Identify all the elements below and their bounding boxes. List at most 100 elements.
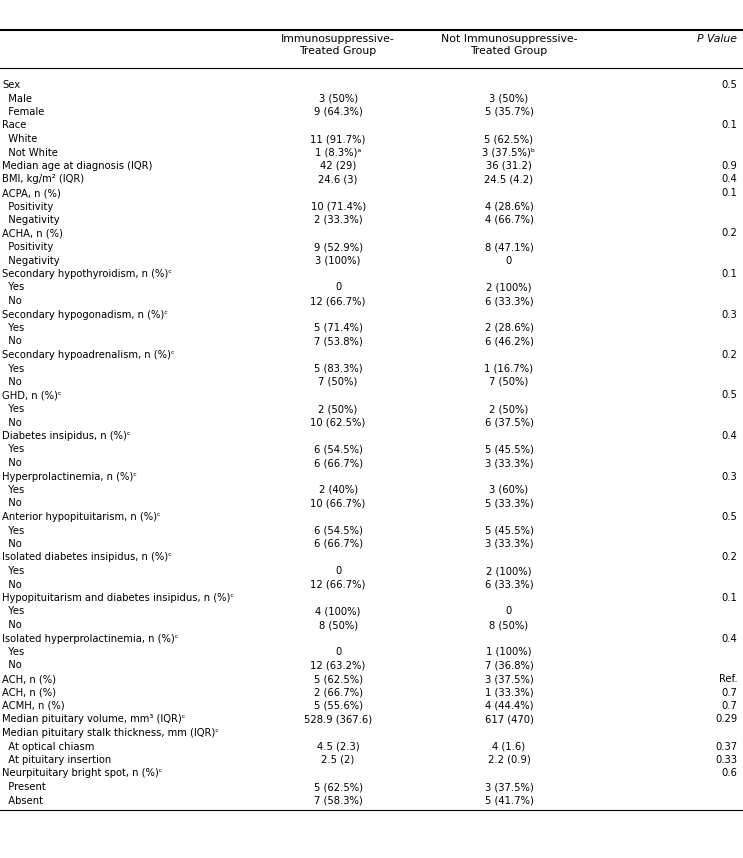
- Text: BMI, kg/m² (IQR): BMI, kg/m² (IQR): [2, 174, 84, 184]
- Text: 3 (100%): 3 (100%): [315, 256, 361, 265]
- Text: Hyperprolactinemia, n (%)ᶜ: Hyperprolactinemia, n (%)ᶜ: [2, 472, 137, 481]
- Text: 36 (31.2): 36 (31.2): [486, 161, 532, 171]
- Text: Not Immunosuppressive-
Treated Group: Not Immunosuppressive- Treated Group: [441, 34, 577, 56]
- Text: 2 (33.3%): 2 (33.3%): [314, 215, 363, 225]
- Text: 6 (54.5%): 6 (54.5%): [314, 444, 363, 455]
- Text: 0: 0: [506, 607, 512, 617]
- Text: Yes: Yes: [2, 323, 25, 333]
- Text: 0.4: 0.4: [721, 431, 737, 441]
- Text: 4 (1.6): 4 (1.6): [493, 741, 525, 752]
- Text: 0.7: 0.7: [721, 687, 737, 698]
- Text: Secondary hypothyroidism, n (%)ᶜ: Secondary hypothyroidism, n (%)ᶜ: [2, 269, 172, 279]
- Text: P Value: P Value: [697, 34, 737, 44]
- Text: Isolated hyperprolactinemia, n (%)ᶜ: Isolated hyperprolactinemia, n (%)ᶜ: [2, 633, 178, 644]
- Text: 1 (100%): 1 (100%): [486, 647, 532, 657]
- Text: White: White: [2, 134, 37, 144]
- Text: Race: Race: [2, 120, 26, 130]
- Text: 6 (66.7%): 6 (66.7%): [314, 458, 363, 468]
- Text: 0.3: 0.3: [721, 310, 737, 319]
- Text: At optical chiasm: At optical chiasm: [2, 741, 94, 752]
- Text: Median age at diagnosis (IQR): Median age at diagnosis (IQR): [2, 161, 152, 171]
- Text: 5 (55.6%): 5 (55.6%): [314, 701, 363, 711]
- Text: No: No: [2, 579, 22, 589]
- Text: 3 (37.5%)ᵇ: 3 (37.5%)ᵇ: [482, 148, 536, 158]
- Text: Negativity: Negativity: [2, 215, 59, 225]
- Text: Positivity: Positivity: [2, 202, 53, 212]
- Text: 4 (66.7%): 4 (66.7%): [484, 215, 533, 225]
- Text: 24.6 (3): 24.6 (3): [319, 174, 357, 184]
- Text: 10 (71.4%): 10 (71.4%): [311, 202, 366, 212]
- Text: No: No: [2, 539, 22, 549]
- Text: 0: 0: [335, 647, 341, 657]
- Text: Not White: Not White: [2, 148, 58, 158]
- Text: 1 (8.3%)ᵃ: 1 (8.3%)ᵃ: [315, 148, 361, 158]
- Text: 0: 0: [335, 566, 341, 576]
- Text: 6 (37.5%): 6 (37.5%): [484, 418, 533, 427]
- Text: Hypopituitarism and diabetes insipidus, n (%)ᶜ: Hypopituitarism and diabetes insipidus, …: [2, 593, 234, 603]
- Text: Median pituitary volume, mm³ (IQR)ᶜ: Median pituitary volume, mm³ (IQR)ᶜ: [2, 715, 186, 724]
- Text: 5 (41.7%): 5 (41.7%): [484, 795, 533, 806]
- Text: 0.29: 0.29: [715, 715, 737, 724]
- Text: 0.5: 0.5: [721, 80, 737, 90]
- Text: 12 (66.7%): 12 (66.7%): [311, 579, 366, 589]
- Text: 5 (45.5%): 5 (45.5%): [484, 444, 533, 455]
- Text: 0.37: 0.37: [716, 741, 737, 752]
- Text: Present: Present: [2, 782, 46, 792]
- Text: 7 (53.8%): 7 (53.8%): [314, 336, 363, 347]
- Text: 0.3: 0.3: [721, 472, 737, 481]
- Text: 1 (33.3%): 1 (33.3%): [484, 687, 533, 698]
- Text: 0.33: 0.33: [716, 755, 737, 765]
- Text: No: No: [2, 296, 22, 306]
- Text: 2.2 (0.9): 2.2 (0.9): [487, 755, 531, 765]
- Text: Diabetes insipidus, n (%)ᶜ: Diabetes insipidus, n (%)ᶜ: [2, 431, 131, 441]
- Text: 0: 0: [506, 256, 512, 265]
- Text: 7 (50%): 7 (50%): [319, 377, 357, 387]
- Text: No: No: [2, 661, 22, 670]
- Text: 2 (100%): 2 (100%): [486, 282, 532, 293]
- Text: 0.1: 0.1: [721, 188, 737, 198]
- Text: At pituitary insertion: At pituitary insertion: [2, 755, 111, 765]
- Text: 6 (66.7%): 6 (66.7%): [314, 539, 363, 549]
- Text: 7 (58.3%): 7 (58.3%): [314, 795, 363, 806]
- Text: Positivity: Positivity: [2, 242, 53, 252]
- Text: 8 (50%): 8 (50%): [319, 620, 357, 630]
- Text: Female: Female: [2, 107, 45, 117]
- Text: 9 (52.9%): 9 (52.9%): [314, 242, 363, 252]
- Text: 0.5: 0.5: [721, 512, 737, 522]
- Text: Yes: Yes: [2, 404, 25, 414]
- Text: 0: 0: [335, 282, 341, 293]
- Text: 12 (66.7%): 12 (66.7%): [311, 296, 366, 306]
- Text: 3 (33.3%): 3 (33.3%): [484, 458, 533, 468]
- Text: Secondary hypoadrenalism, n (%)ᶜ: Secondary hypoadrenalism, n (%)ᶜ: [2, 350, 175, 360]
- Text: Sex: Sex: [2, 80, 20, 90]
- Text: 11 (91.7%): 11 (91.7%): [311, 134, 366, 144]
- Text: Yes: Yes: [2, 444, 25, 455]
- Text: 3 (37.5%): 3 (37.5%): [484, 782, 533, 792]
- Text: Yes: Yes: [2, 607, 25, 617]
- Text: 6 (54.5%): 6 (54.5%): [314, 525, 363, 535]
- Text: 6 (33.3%): 6 (33.3%): [484, 579, 533, 589]
- Text: Yes: Yes: [2, 485, 25, 495]
- Text: No: No: [2, 377, 22, 387]
- Text: 6 (33.3%): 6 (33.3%): [484, 296, 533, 306]
- Text: 528.9 (367.6): 528.9 (367.6): [304, 715, 372, 724]
- Text: 5 (71.4%): 5 (71.4%): [314, 323, 363, 333]
- Text: ACHA, n (%): ACHA, n (%): [2, 228, 63, 239]
- Text: 5 (62.5%): 5 (62.5%): [314, 782, 363, 792]
- Text: 42 (29): 42 (29): [320, 161, 356, 171]
- Text: 0.2: 0.2: [721, 350, 737, 360]
- Text: No: No: [2, 458, 22, 468]
- Text: Yes: Yes: [2, 282, 25, 293]
- Text: 0.1: 0.1: [721, 593, 737, 603]
- Text: Immunosuppressive-
Treated Group: Immunosuppressive- Treated Group: [281, 34, 395, 56]
- Text: 2 (50%): 2 (50%): [490, 404, 528, 414]
- Text: 4 (44.4%): 4 (44.4%): [484, 701, 533, 711]
- Text: Male: Male: [2, 94, 32, 104]
- Text: Anterior hypopituitarism, n (%)ᶜ: Anterior hypopituitarism, n (%)ᶜ: [2, 512, 160, 522]
- Text: 3 (50%): 3 (50%): [490, 94, 528, 104]
- Text: 4 (100%): 4 (100%): [315, 607, 361, 617]
- Text: 2 (66.7%): 2 (66.7%): [314, 687, 363, 698]
- Text: 1 (16.7%): 1 (16.7%): [484, 364, 533, 373]
- Text: GHD, n (%)ᶜ: GHD, n (%)ᶜ: [2, 390, 62, 401]
- Text: 4 (28.6%): 4 (28.6%): [484, 202, 533, 212]
